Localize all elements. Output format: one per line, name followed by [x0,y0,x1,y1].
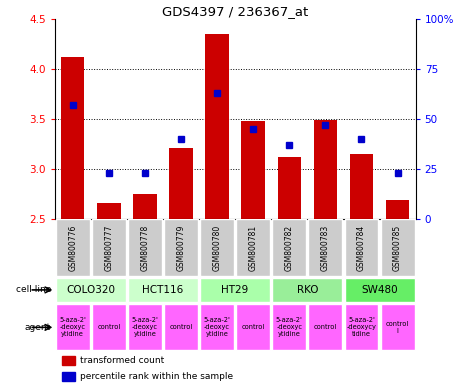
Bar [205,34,229,219]
Bar [169,148,193,219]
Bar [92,220,126,276]
Bar [314,120,337,219]
Text: control
l: control l [386,321,409,334]
Bar [241,121,265,219]
Bar [200,220,234,276]
Text: GSM800780: GSM800780 [213,225,221,271]
Text: GSM800778: GSM800778 [141,225,149,271]
Bar [164,220,198,276]
Text: HCT116: HCT116 [142,285,183,295]
Text: GSM800777: GSM800777 [104,225,113,271]
Text: percentile rank within the sample: percentile rank within the sample [80,372,233,381]
Bar [272,220,306,276]
Bar [200,278,270,302]
Bar [380,304,415,350]
Text: agent: agent [25,323,51,332]
Bar [92,304,126,350]
Text: GSM800784: GSM800784 [357,225,366,271]
Text: RKO: RKO [296,285,318,295]
Text: 5-aza-2'
-deoxyc
ytidine: 5-aza-2' -deoxyc ytidine [204,317,230,338]
Text: cell line: cell line [16,285,51,295]
Text: 5-aza-2'
-deoxyc
ytidine: 5-aza-2' -deoxyc ytidine [59,317,86,338]
Text: control: control [97,324,120,330]
Text: HT29: HT29 [221,285,249,295]
Bar [344,278,415,302]
Text: GSM800782: GSM800782 [285,225,294,271]
Text: GSM800785: GSM800785 [393,225,402,271]
Bar [344,220,379,276]
Text: control: control [242,324,265,330]
Bar [56,220,90,276]
Bar [344,304,379,350]
Bar [133,194,157,219]
Bar [380,220,415,276]
Bar [236,304,270,350]
Bar [56,278,126,302]
Bar [308,220,342,276]
Bar [272,278,342,302]
Text: GSM800783: GSM800783 [321,225,330,271]
Bar [61,57,85,219]
Bar [164,304,198,350]
Bar [350,154,373,219]
Bar [272,304,306,350]
Text: GSM800781: GSM800781 [249,225,257,271]
Bar [308,304,342,350]
Bar [128,304,162,350]
Bar [236,220,270,276]
Bar [128,278,198,302]
Text: COLO320: COLO320 [66,285,115,295]
Bar [97,203,121,219]
Text: GSM800776: GSM800776 [68,225,77,271]
Text: control: control [314,324,337,330]
Bar [62,356,75,365]
Bar [386,200,409,219]
Bar [128,220,162,276]
Bar [62,372,75,381]
Title: GDS4397 / 236367_at: GDS4397 / 236367_at [162,5,308,18]
Text: transformed count: transformed count [80,356,164,366]
Text: SW480: SW480 [361,285,398,295]
Text: 5-aza-2'
-deoxyc
ytidine: 5-aza-2' -deoxyc ytidine [132,317,158,338]
Text: control: control [170,324,192,330]
Text: 5-aza-2'
-deoxyc
ytidine: 5-aza-2' -deoxyc ytidine [276,317,303,338]
Bar [56,304,90,350]
Text: GSM800779: GSM800779 [177,225,185,271]
Bar [277,157,301,219]
Bar [200,304,234,350]
Text: 5-aza-2'
-deoxycy
tidine: 5-aza-2' -deoxycy tidine [347,317,376,338]
